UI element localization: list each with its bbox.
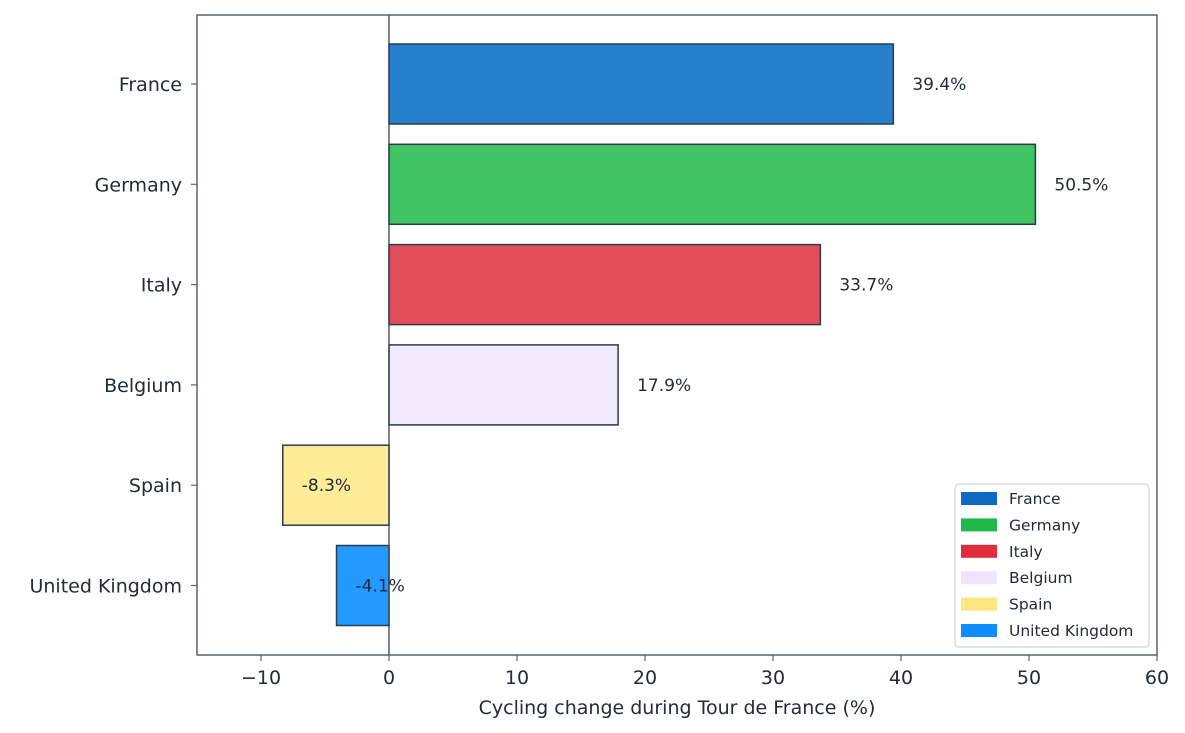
plot-frame bbox=[196, 14, 1158, 656]
legend-entry: France bbox=[1009, 490, 1061, 508]
legend-entry: United Kingdom bbox=[1009, 622, 1133, 640]
legend-swatch bbox=[961, 518, 997, 532]
y-tick-label: France bbox=[119, 74, 182, 96]
legend-entry: Belgium bbox=[1009, 569, 1073, 587]
x-tick-label: 20 bbox=[633, 667, 657, 689]
x-tick-label: 50 bbox=[1017, 667, 1041, 689]
x-tick-label: 0 bbox=[383, 667, 395, 689]
bar-germany bbox=[388, 143, 1037, 226]
bar-france bbox=[388, 43, 895, 125]
bar-italy bbox=[388, 243, 822, 326]
legend-swatch bbox=[961, 492, 997, 505]
legend-entry: Spain bbox=[1009, 596, 1052, 614]
x-tick-label: 10 bbox=[505, 667, 529, 689]
legend-swatch bbox=[961, 624, 997, 637]
value-label: 39.4% bbox=[912, 75, 966, 95]
bar-spain bbox=[282, 444, 390, 526]
x-tick-label: 60 bbox=[1145, 667, 1169, 689]
x-tick-label: −10 bbox=[241, 667, 281, 689]
x-tick-label: 40 bbox=[889, 667, 913, 689]
value-label: 50.5% bbox=[1054, 175, 1108, 195]
legend-box bbox=[954, 483, 1150, 648]
value-label: 17.9% bbox=[637, 376, 691, 396]
y-tick-label: Germany bbox=[95, 174, 182, 196]
legend-entry: Germany bbox=[1009, 516, 1080, 534]
bar-united-kingdom bbox=[335, 544, 390, 627]
legend-swatch bbox=[961, 597, 997, 611]
legend-swatch bbox=[961, 544, 997, 558]
y-tick-label: Spain bbox=[129, 475, 182, 497]
legend-entry: Italy bbox=[1009, 543, 1043, 561]
y-tick-label: Italy bbox=[141, 275, 182, 297]
bar-belgium bbox=[388, 344, 619, 426]
y-tick-label: Belgium bbox=[104, 375, 182, 397]
legend-swatch bbox=[961, 571, 997, 585]
value-label: -8.3% bbox=[302, 476, 351, 496]
x-tick-label: 30 bbox=[761, 667, 785, 689]
value-label: 33.7% bbox=[839, 276, 893, 296]
value-label: -4.1% bbox=[356, 577, 405, 597]
y-tick-label: United Kingdom bbox=[29, 576, 182, 598]
x-axis-label: Cycling change during Tour de France (%) bbox=[479, 697, 876, 719]
